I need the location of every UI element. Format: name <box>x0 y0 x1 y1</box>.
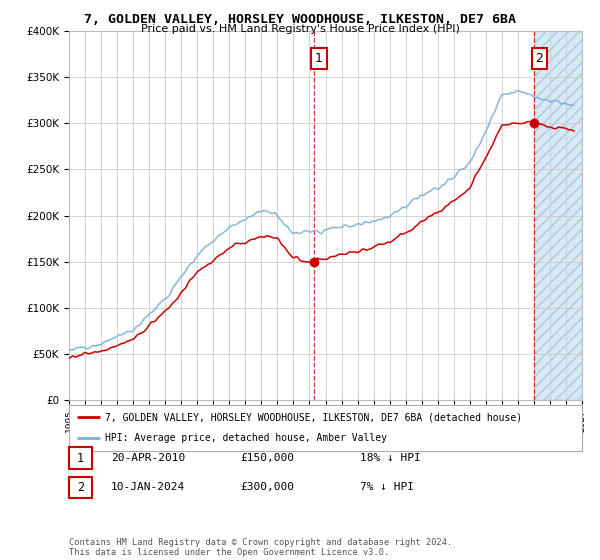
Text: 7% ↓ HPI: 7% ↓ HPI <box>360 482 414 492</box>
Text: 1: 1 <box>77 451 84 465</box>
Text: 7, GOLDEN VALLEY, HORSLEY WOODHOUSE, ILKESTON, DE7 6BA: 7, GOLDEN VALLEY, HORSLEY WOODHOUSE, ILK… <box>84 13 516 26</box>
Text: Price paid vs. HM Land Registry's House Price Index (HPI): Price paid vs. HM Land Registry's House … <box>140 24 460 34</box>
Text: £150,000: £150,000 <box>240 453 294 463</box>
Text: 7, GOLDEN VALLEY, HORSLEY WOODHOUSE, ILKESTON, DE7 6BA (detached house): 7, GOLDEN VALLEY, HORSLEY WOODHOUSE, ILK… <box>105 412 522 422</box>
Text: 2: 2 <box>535 52 543 65</box>
Text: £300,000: £300,000 <box>240 482 294 492</box>
Bar <box>535 31 590 400</box>
Text: 1: 1 <box>315 52 323 65</box>
Text: 18% ↓ HPI: 18% ↓ HPI <box>360 453 421 463</box>
Bar <box>535 31 590 400</box>
Text: 10-JAN-2024: 10-JAN-2024 <box>111 482 185 492</box>
Text: 2: 2 <box>77 480 84 494</box>
Text: HPI: Average price, detached house, Amber Valley: HPI: Average price, detached house, Ambe… <box>105 433 387 444</box>
Text: 20-APR-2010: 20-APR-2010 <box>111 453 185 463</box>
Text: Contains HM Land Registry data © Crown copyright and database right 2024.
This d: Contains HM Land Registry data © Crown c… <box>69 538 452 557</box>
